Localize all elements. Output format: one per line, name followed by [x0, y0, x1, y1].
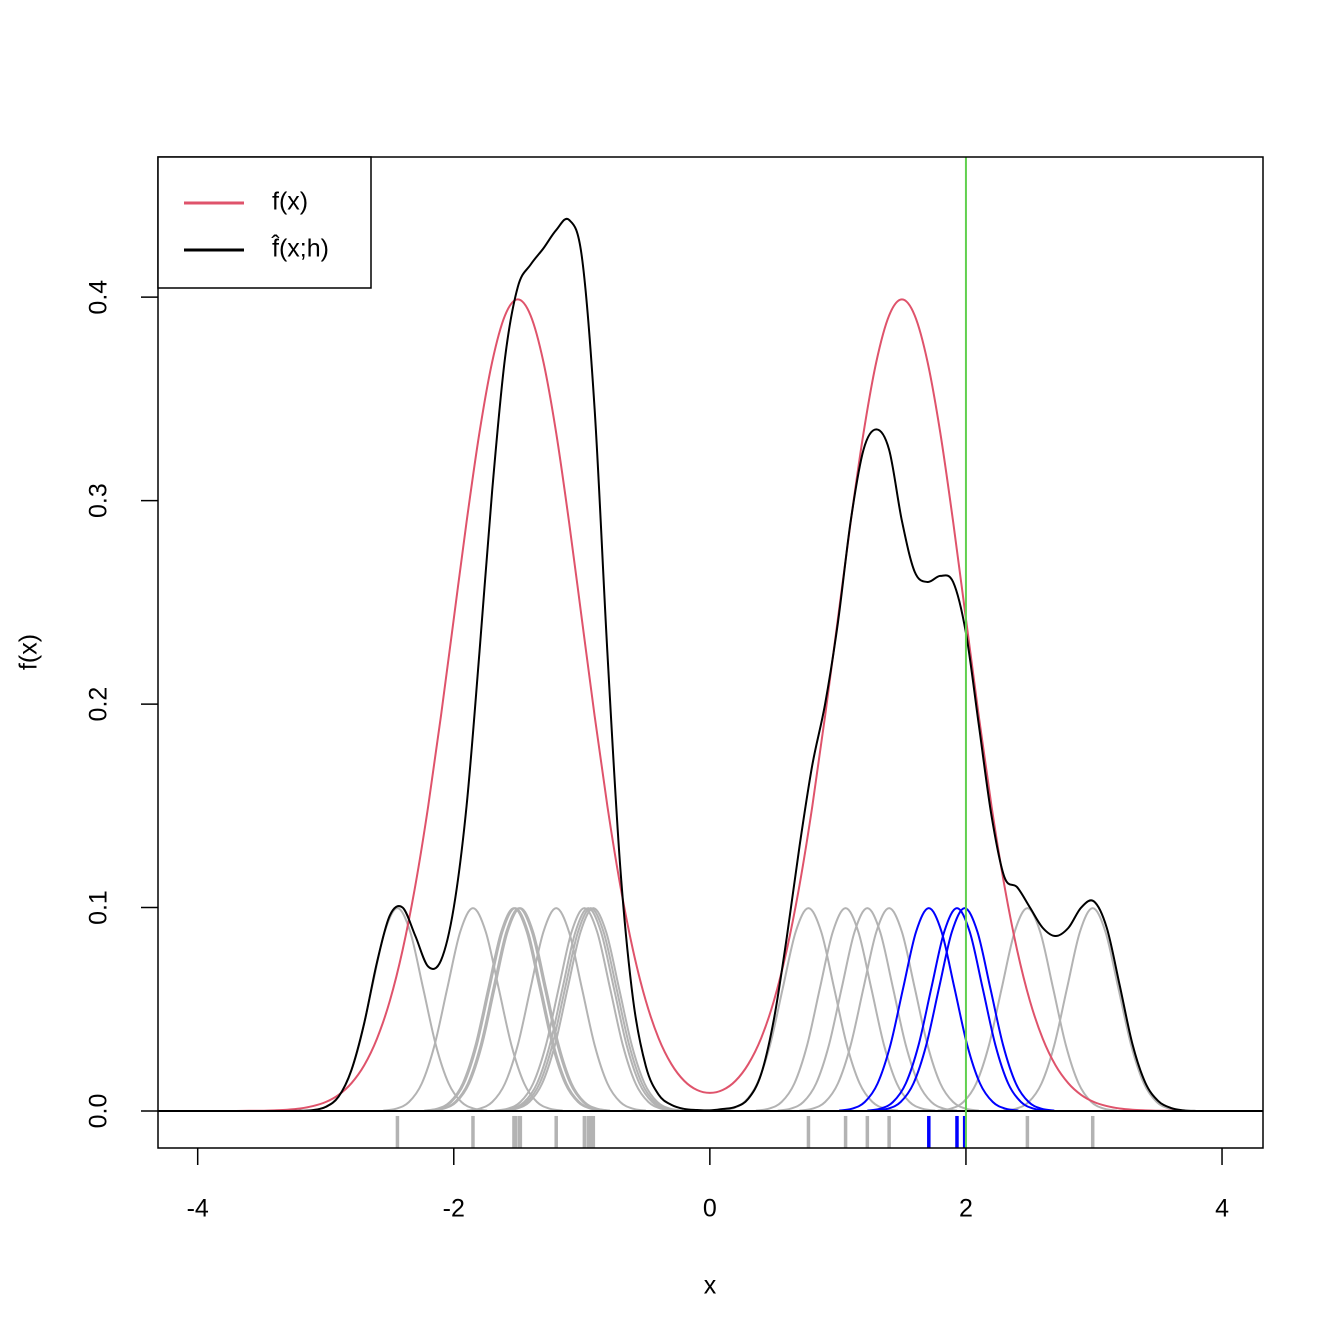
kernel-curve	[867, 907, 1047, 1112]
kernel-curve	[718, 907, 899, 1112]
kernel-curve	[937, 907, 1118, 1112]
x-tick-label: 2	[959, 1195, 973, 1223]
legend: f(x) f̂(x;h)	[157, 156, 372, 289]
kernel-curve	[755, 907, 936, 1112]
y-tick-label: 0.1	[85, 890, 113, 925]
x-axis-label: x	[704, 1272, 717, 1300]
x-tick-label: 4	[1215, 1195, 1229, 1223]
plot-frame	[157, 156, 1264, 1149]
kernel-curve	[501, 907, 681, 1112]
y-tick-label: 0.0	[85, 1094, 113, 1129]
density-line	[197, 298, 1223, 1112]
x-tick-label: 0	[703, 1195, 717, 1223]
kernel-curve	[839, 907, 1019, 1112]
y-tick-label: 0.3	[85, 483, 113, 518]
x-tick-label: -2	[443, 1195, 465, 1223]
y-axis-label: f(x)	[15, 634, 43, 670]
kernel-curve	[1002, 907, 1183, 1112]
kernel-curve	[425, 907, 606, 1112]
kernel-curve	[429, 907, 609, 1112]
y-tick-label: 0.4	[85, 280, 113, 315]
kernel-curve	[307, 907, 488, 1112]
kernel-curve	[430, 907, 611, 1112]
legend-box	[157, 156, 372, 289]
legend-label: f(x)	[272, 188, 308, 216]
kernel-curve	[498, 907, 678, 1112]
x-tick-label: -4	[187, 1195, 209, 1223]
kernel-curve	[466, 907, 646, 1112]
kernel-curve	[799, 907, 979, 1112]
density-line	[197, 217, 1223, 1113]
kernel-curve	[503, 907, 684, 1112]
kernel-curve	[494, 907, 675, 1112]
legend-label: f̂(x;h)	[270, 233, 329, 262]
kernel-curve	[874, 907, 1055, 1112]
y-tick-label: 0.2	[85, 687, 113, 722]
kernel-curve	[777, 907, 958, 1112]
